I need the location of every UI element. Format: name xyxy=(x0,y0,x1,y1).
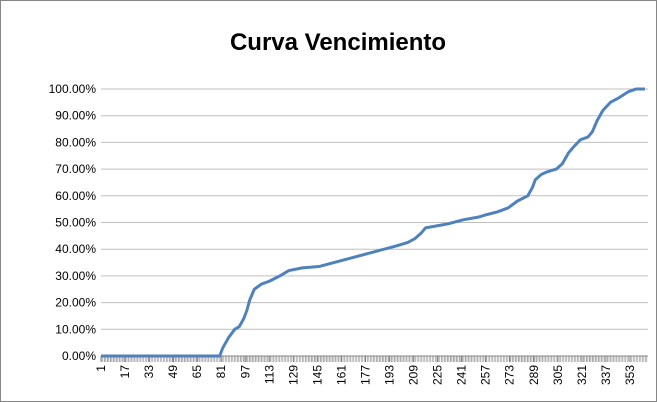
x-tick-label: 321 xyxy=(575,365,589,385)
series-line xyxy=(101,87,645,358)
x-tick-label: 273 xyxy=(503,365,517,385)
x-tick-label: 17 xyxy=(118,365,132,379)
y-tick-label: 70.00% xyxy=(55,162,96,176)
x-tick-label: 337 xyxy=(599,365,613,385)
y-tick-label: 100.00% xyxy=(49,82,97,96)
y-tick-label: 50.00% xyxy=(55,216,96,230)
y-tick-label: 80.00% xyxy=(55,135,96,149)
x-tick-label: 97 xyxy=(238,365,252,379)
x-tick-label: 65 xyxy=(190,365,204,379)
y-tick-label: 30.00% xyxy=(55,269,96,283)
y-tick-label: 10.00% xyxy=(55,322,96,336)
x-tick-label: 33 xyxy=(142,365,156,379)
y-tick-label: 40.00% xyxy=(55,242,96,256)
y-tick-label: 0.00% xyxy=(62,349,96,363)
x-tick-label: 305 xyxy=(551,365,565,385)
x-tick-label: 113 xyxy=(262,365,276,384)
y-tick-label: 60.00% xyxy=(55,189,96,203)
x-tick-label: 225 xyxy=(431,365,445,385)
y-tick-label: 90.00% xyxy=(55,109,96,123)
x-tick-label: 241 xyxy=(455,365,469,385)
x-tick-label: 289 xyxy=(527,365,541,385)
x-tick-label: 49 xyxy=(166,365,180,379)
x-tick-label: 257 xyxy=(479,365,493,385)
chart-title: Curva Vencimiento xyxy=(230,29,446,56)
y-tick-label: 20.00% xyxy=(55,296,96,310)
x-tick-label: 129 xyxy=(286,365,300,385)
x-tick-label: 193 xyxy=(383,365,397,385)
x-tick-label: 353 xyxy=(623,365,637,385)
x-tick-label: 177 xyxy=(358,365,372,385)
minor-ticks xyxy=(101,356,648,362)
x-tick-label: 1 xyxy=(94,365,108,372)
x-tick-label: 145 xyxy=(310,365,324,385)
x-tick-label: 81 xyxy=(214,365,228,379)
x-tick-label: 161 xyxy=(334,365,348,385)
x-tick-label: 209 xyxy=(407,365,421,385)
